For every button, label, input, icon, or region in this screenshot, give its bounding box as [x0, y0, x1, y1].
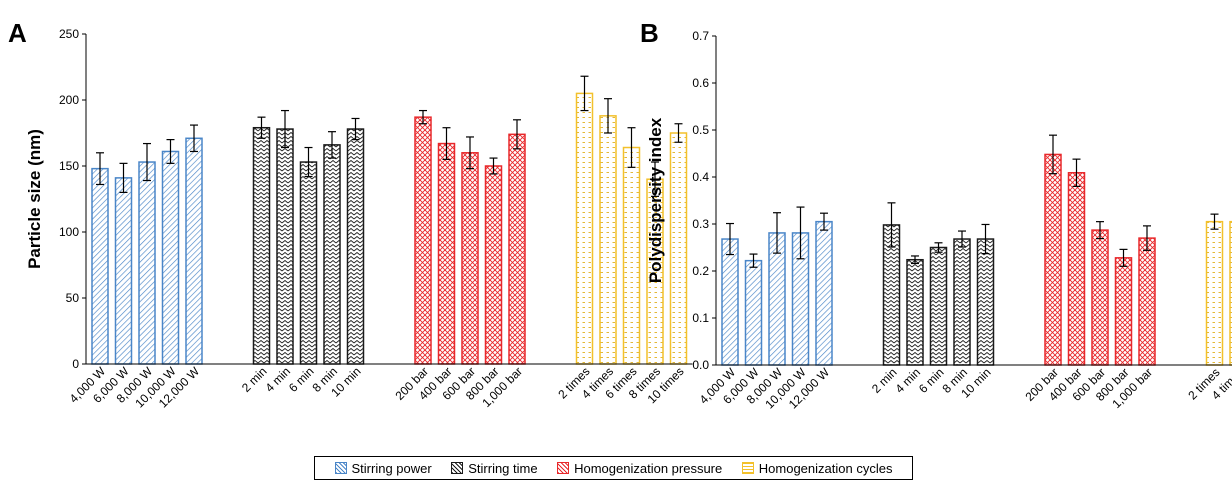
x-tick-label: 4 min — [262, 364, 293, 395]
panel-label: A — [8, 18, 27, 48]
bar — [906, 258, 924, 366]
bar — [1205, 220, 1224, 366]
legend-swatch-stirring-power — [334, 462, 347, 474]
panel-label: B — [640, 18, 659, 48]
bar — [669, 132, 688, 365]
bar — [1114, 257, 1133, 366]
legend-label: Stirring time — [468, 460, 538, 476]
y-tick-label: 150 — [59, 159, 79, 173]
bar — [1091, 229, 1109, 366]
y-tick-label: 0.6 — [692, 76, 709, 90]
bar — [484, 165, 503, 365]
bar — [138, 161, 156, 365]
legend-swatch-homogenization-cycles — [741, 462, 754, 474]
x-tick-label: 6 min — [916, 365, 947, 396]
bar — [323, 144, 341, 365]
legend-item-stirring-time: Stirring time — [451, 460, 538, 476]
legend-item-homogenization-pressure: Homogenization pressure — [557, 461, 722, 476]
bar — [744, 259, 763, 366]
bar — [1044, 153, 1062, 366]
bar — [953, 238, 971, 366]
x-tick-label: 4 min — [892, 365, 923, 396]
bar — [185, 137, 203, 365]
y-axis-label: Polydispersity index — [646, 117, 665, 283]
bar — [721, 238, 739, 366]
bar — [276, 128, 294, 365]
legend-swatch-homogenization-pressure — [557, 462, 570, 474]
x-tick-label: 2 min — [239, 364, 270, 395]
bar — [508, 133, 526, 365]
bar — [461, 152, 479, 365]
y-tick-label: 250 — [59, 27, 79, 41]
bar — [1138, 237, 1156, 366]
bar — [815, 220, 833, 366]
y-axis-label: Particle size (nm) — [25, 129, 44, 269]
bar — [1229, 220, 1232, 366]
bar — [929, 246, 948, 366]
y-tick-label: 0.7 — [692, 29, 709, 43]
y-tick-label: 0.2 — [692, 264, 709, 278]
bar — [114, 177, 133, 365]
bar — [575, 92, 594, 365]
y-tick-label: 200 — [59, 93, 79, 107]
bar — [437, 142, 456, 365]
legend-item-homogenization-cycles: Homogenization cycles — [741, 460, 893, 476]
bar — [252, 126, 271, 365]
y-tick-label: 0.0 — [692, 358, 709, 372]
y-tick-label: 0.4 — [692, 170, 709, 184]
panel-b: B 0.0 0.1 0.2 0.3 0.4 0.5 0.6 0.7 Polydispersity … — [640, 18, 1232, 411]
y-tick-label: 0.1 — [692, 311, 709, 325]
legend-label: Homogenization cycles — [758, 460, 893, 476]
legend-swatch-stirring-time — [451, 462, 464, 474]
bar — [161, 150, 180, 365]
bar — [91, 167, 109, 365]
y-tick-label: 50 — [66, 291, 80, 305]
y-tick-label: 0.3 — [692, 217, 709, 231]
bar — [622, 146, 641, 365]
bar — [414, 116, 432, 365]
legend-item-stirring-power: Stirring power — [334, 460, 432, 476]
x-tick-label: 2 min — [869, 365, 900, 396]
legend: Stirring power Stirring time Homogenizat… — [314, 456, 913, 480]
y-tick-label: 0 — [72, 357, 79, 371]
legend-label: Homogenization pressure — [574, 460, 723, 476]
y-tick-label: 0.5 — [692, 123, 709, 137]
bar — [346, 128, 365, 365]
bar — [299, 161, 318, 365]
legend-label: Stirring power — [351, 460, 432, 476]
bar — [976, 238, 995, 366]
bar — [599, 115, 617, 365]
y-tick-label: 100 — [59, 225, 79, 239]
x-tick-label: 6 min — [286, 364, 317, 395]
bar — [1067, 172, 1086, 366]
